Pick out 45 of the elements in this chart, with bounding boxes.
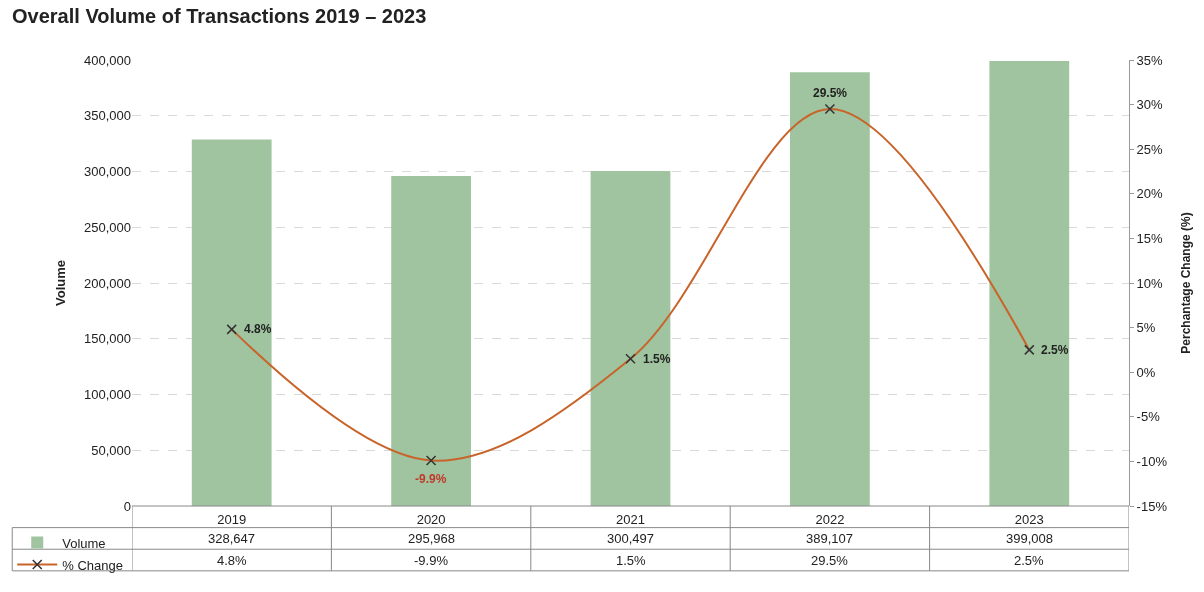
legend-label: Volume: [62, 535, 106, 551]
text: 2.5%: [1041, 343, 1069, 357]
data-label: 2.5%: [1014, 553, 1045, 568]
y2-axis-title: Perchantage Change (%): [1179, 212, 1194, 354]
y2-tick-label: 20%: [1136, 186, 1164, 202]
y2-tick-label: -5%: [1136, 409, 1161, 425]
y2-tick-label: 30%: [1136, 97, 1164, 113]
y-tick-label: 0: [123, 498, 131, 514]
text: 1.5%: [643, 352, 671, 366]
x-tick-label: 2023: [1014, 512, 1044, 527]
text: 29.5%: [813, 86, 848, 100]
y2-tick-label: 35%: [1136, 52, 1164, 68]
data-label: 328,647: [208, 531, 255, 546]
y-tick-label: 400,000: [84, 52, 131, 68]
x-tick-label: 2020: [416, 512, 446, 527]
y-tick-label: 200,000: [84, 275, 131, 291]
y-tick-label: 350,000: [84, 108, 131, 124]
x-tick-label: 2021: [616, 512, 645, 527]
y-tick-label: 300,000: [84, 164, 131, 180]
y-tick-label: 50,000: [91, 442, 131, 458]
chart-title: Overall Volume of Transactions 2019 – 2023: [12, 4, 427, 27]
x-tick-label: 2019: [217, 512, 247, 527]
data-label: 4.8%: [217, 553, 248, 568]
data-label: 389,107: [806, 531, 853, 546]
y-tick-label: 100,000: [84, 387, 131, 403]
y2-tick-label: 5%: [1136, 320, 1156, 336]
text: 4.8%: [244, 322, 272, 336]
x-tick-label: 2022: [815, 512, 845, 527]
data-label: 1.5%: [616, 553, 647, 568]
y2-tick-label: -15%: [1136, 498, 1168, 514]
y-axis-title: Volume: [52, 260, 68, 306]
y-tick-label: 150,000: [84, 331, 131, 347]
data-label: 295,968: [408, 531, 455, 546]
data-label: 300,497: [607, 531, 654, 546]
y2-tick-label: 10%: [1136, 275, 1164, 291]
data-label: 29.5%: [811, 553, 849, 568]
legend-label: % Change: [62, 557, 123, 573]
y2-tick-label: 25%: [1136, 141, 1164, 157]
data-label: 399,008: [1006, 531, 1053, 546]
y-tick-label: 250,000: [84, 219, 131, 235]
data-label: -9.9%: [414, 553, 449, 568]
y2-tick-label: -10%: [1136, 453, 1168, 469]
text: -9.9%: [415, 472, 447, 486]
y2-tick-label: 0%: [1136, 364, 1156, 380]
y2-tick-label: 15%: [1136, 230, 1164, 246]
